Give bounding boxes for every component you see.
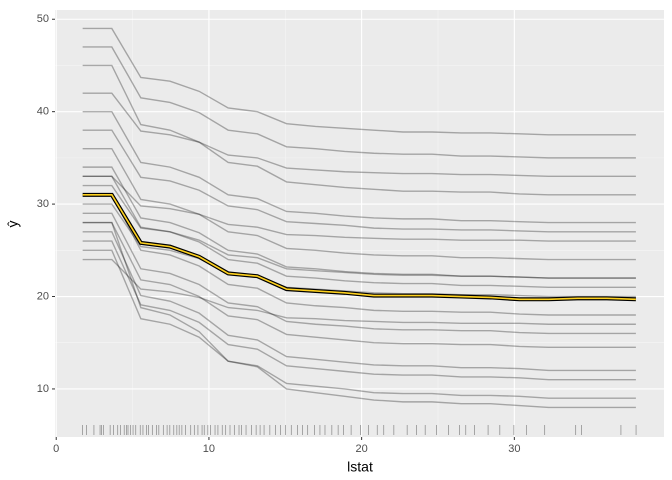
ice-line bbox=[82, 110, 636, 224]
average-line bbox=[82, 194, 636, 301]
ice-line bbox=[82, 147, 636, 261]
y-tick-label: 20 bbox=[37, 290, 49, 302]
ice-line bbox=[82, 27, 636, 136]
x-tick-label: 10 bbox=[203, 443, 215, 455]
ice-line bbox=[82, 129, 636, 233]
ice-line bbox=[82, 175, 636, 242]
ice-line bbox=[82, 92, 636, 178]
ice-line bbox=[82, 249, 636, 399]
ice-line bbox=[82, 231, 636, 372]
ice-line bbox=[82, 203, 636, 298]
ice-line bbox=[82, 194, 636, 316]
ice-line bbox=[82, 175, 636, 288]
ice-line bbox=[82, 184, 636, 279]
y-tick-label: 10 bbox=[37, 383, 49, 395]
x-tick-label: 20 bbox=[356, 443, 368, 455]
ice-line bbox=[82, 240, 636, 381]
x-tick-label: 0 bbox=[53, 443, 59, 455]
y-tick-label: 30 bbox=[37, 198, 49, 210]
ice-line bbox=[82, 166, 636, 279]
panel bbox=[55, 10, 664, 437]
ice-line bbox=[82, 221, 636, 349]
y-tick-label: 50 bbox=[37, 13, 49, 25]
y-tick-label: 40 bbox=[37, 106, 49, 118]
y-axis-title: ŷ bbox=[5, 221, 21, 228]
ice-line bbox=[82, 64, 636, 196]
ice-line bbox=[82, 258, 636, 325]
ice-line bbox=[82, 46, 636, 159]
x-axis-title: lstat bbox=[347, 459, 373, 475]
ice-line bbox=[82, 221, 636, 409]
x-tick-label: 30 bbox=[508, 443, 520, 455]
ice-line bbox=[82, 212, 636, 335]
